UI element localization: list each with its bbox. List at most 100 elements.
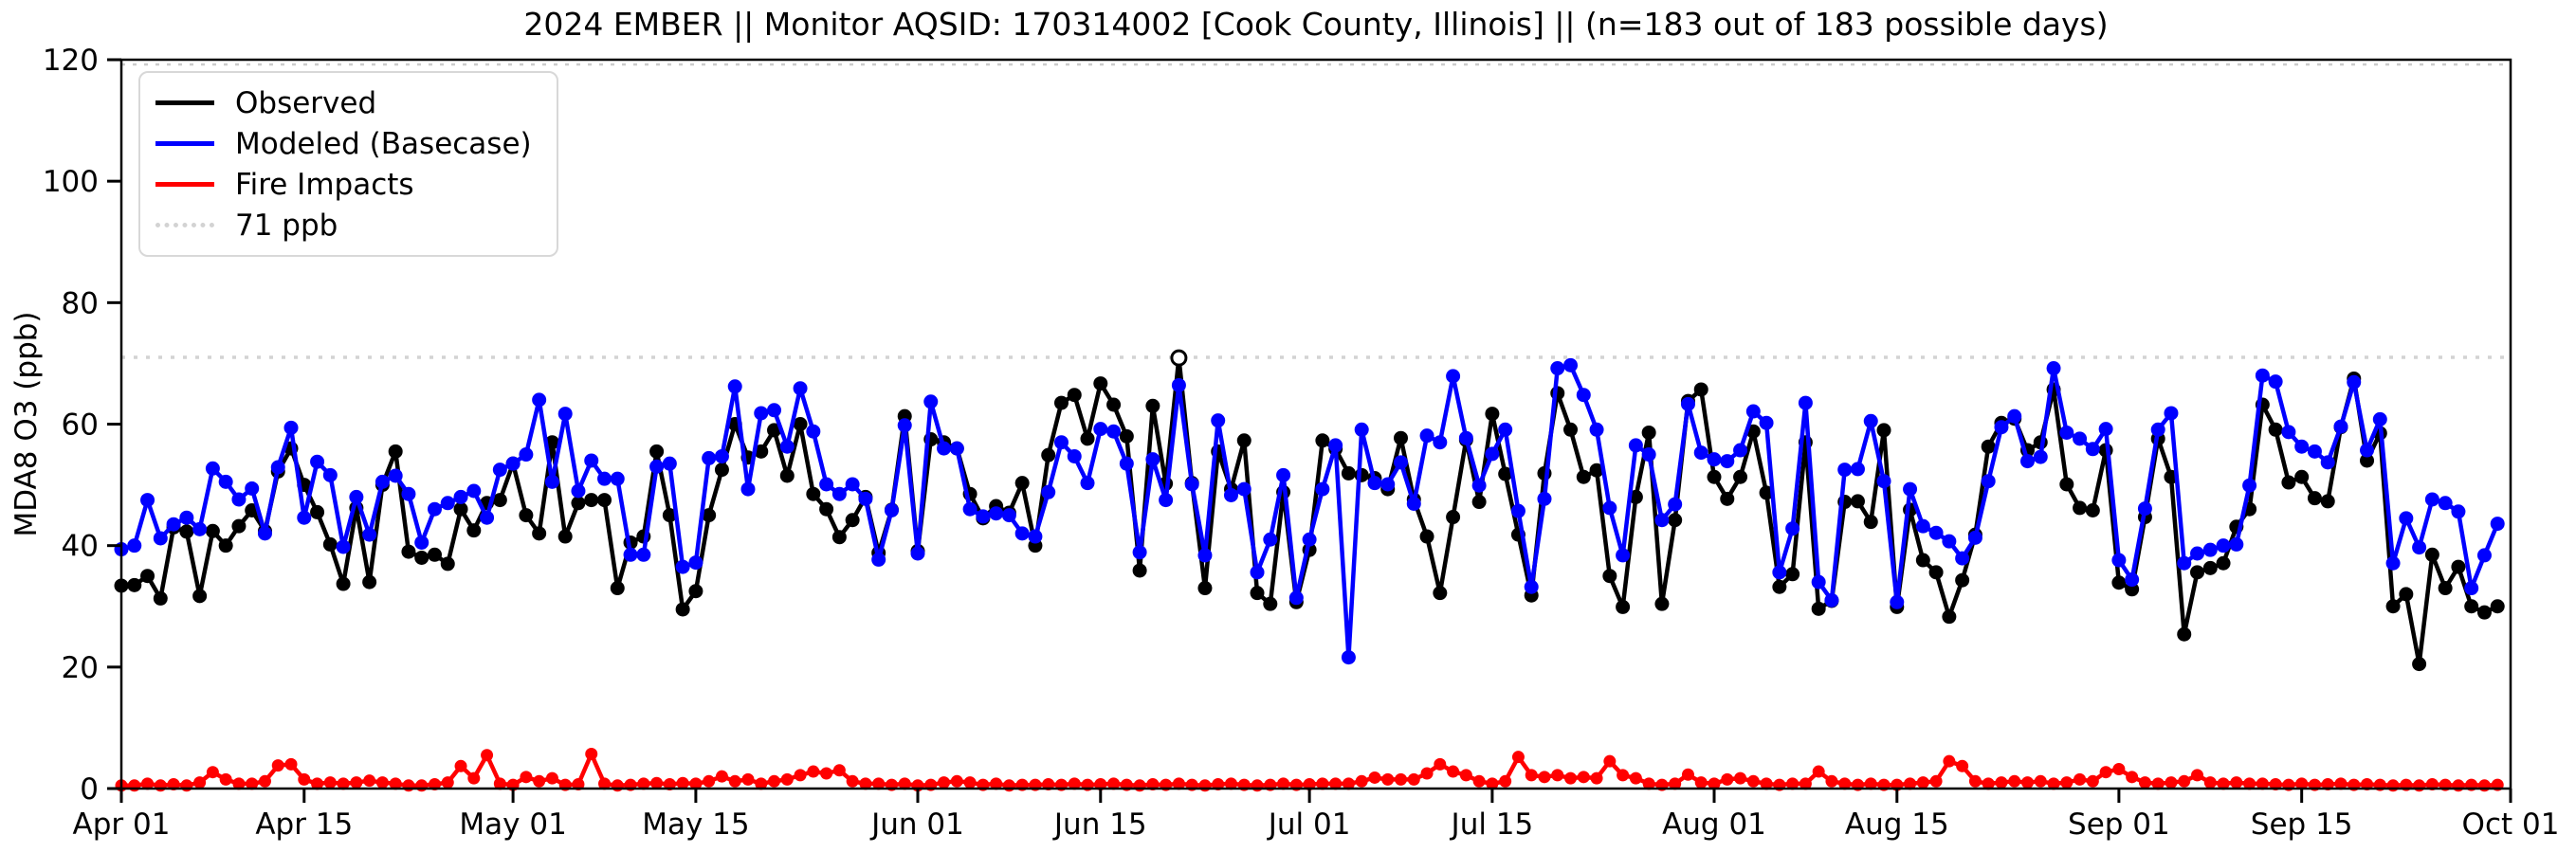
modeled-line-marker <box>597 471 612 486</box>
modeled-line-marker <box>2229 536 2244 552</box>
modeled-line-marker <box>153 531 168 546</box>
modeled-line-marker <box>2268 374 2283 390</box>
observed-line-marker <box>310 504 325 519</box>
fire-impacts-line-marker <box>481 749 494 762</box>
modeled-line-marker <box>1053 435 1069 450</box>
modeled-line-marker <box>2347 374 2362 390</box>
observed-line-marker <box>179 524 194 539</box>
fire-impacts-line-marker <box>1956 759 1969 772</box>
modeled-line-marker <box>2059 425 2074 440</box>
observed-line-marker <box>1446 510 1461 525</box>
modeled-line-marker <box>231 492 247 507</box>
modeled-line-marker <box>767 403 782 418</box>
observed-line-marker <box>1981 439 1996 454</box>
fire-impacts-line-marker <box>1617 769 1630 782</box>
observed-line-marker <box>2360 453 2375 468</box>
modeled-line-swatch <box>155 141 214 146</box>
modeled-line-marker <box>414 535 429 550</box>
modeled-line-marker <box>702 450 717 465</box>
modeled-line-marker <box>218 474 233 489</box>
modeled-line-marker <box>1955 551 1970 566</box>
fire-impacts-line-marker <box>2256 777 2269 790</box>
observed-line-marker <box>2111 575 2127 590</box>
modeled-line-marker <box>1380 477 1396 492</box>
modeled-line-marker <box>2333 419 2348 434</box>
fire-impacts-line-marker <box>938 776 951 789</box>
fire-impacts-line-marker <box>1681 768 1694 781</box>
fire-impacts-line-marker <box>2060 776 2074 789</box>
modeled-line-marker <box>740 481 756 497</box>
fire-impacts-line-marker <box>832 764 846 777</box>
observed-line-marker <box>1145 398 1160 413</box>
modeled-line-marker <box>2202 542 2218 557</box>
modeled-line-marker <box>2438 496 2453 511</box>
observed-line-marker <box>597 493 612 508</box>
modeled-line-marker <box>1616 548 1631 563</box>
modeled-line-marker <box>388 468 403 483</box>
modeled-line-marker <box>2242 478 2257 493</box>
observed-line-marker <box>831 530 847 545</box>
observed-line-marker <box>1602 569 1617 584</box>
observed-line-marker <box>1067 388 1082 403</box>
fire-impacts-line-marker <box>1251 779 1264 792</box>
modeled-line-marker <box>610 471 625 486</box>
legend-label-modeled: Modeled (Basecase) <box>235 126 532 161</box>
modeled-line-marker <box>2424 492 2439 507</box>
modeled-line-marker <box>1093 422 1108 437</box>
modeled-line-marker <box>779 439 795 454</box>
modeled-line-marker <box>205 461 220 476</box>
modeled-line-marker <box>1132 545 1147 560</box>
fire-impacts-line-marker <box>545 771 558 785</box>
modeled-line-marker <box>492 463 507 478</box>
fire-impacts-line-marker <box>298 772 311 786</box>
fire-impacts-line-marker <box>493 777 506 790</box>
modeled-line-marker <box>1707 452 1722 467</box>
fire-impacts-line-marker <box>1590 771 1603 785</box>
fire-impacts-line-marker <box>2151 777 2165 790</box>
observed-line-marker <box>192 589 208 604</box>
fire-impacts-line-marker <box>2217 777 2230 790</box>
observed-line-marker <box>2125 582 2140 597</box>
modeled-line-marker <box>1602 500 1617 516</box>
x-tick-label: Jun 15 <box>1052 808 1147 842</box>
fire-impacts-line-marker <box>1172 777 1185 790</box>
modeled-line-marker <box>401 486 416 501</box>
fire-impacts-line-marker <box>1472 774 1486 788</box>
fire-impacts-line-marker <box>2047 777 2060 790</box>
modeled-line-marker <box>1745 404 1761 419</box>
modeled-line-marker <box>1067 448 1082 463</box>
observed-line-marker <box>806 486 821 501</box>
y-tick-label: 80 <box>62 286 99 320</box>
observed-line-marker <box>571 496 586 511</box>
fire-impacts-line-marker <box>1511 751 1525 764</box>
fire-impacts-line-marker <box>1133 779 1146 792</box>
fire-impacts-line-marker <box>2203 776 2217 789</box>
observed-line-marker <box>1733 469 1748 484</box>
x-tick-label: Oct 01 <box>2462 808 2560 842</box>
fire-impacts-line-marker <box>2138 776 2151 789</box>
modeled-line-marker <box>166 517 181 532</box>
observed-line-marker <box>1863 515 1878 530</box>
x-tick-label: Sep 15 <box>2251 808 2353 842</box>
modeled-line-marker <box>2464 581 2479 596</box>
fire-impacts-line-marker <box>258 774 271 788</box>
observed-line-marker <box>401 544 416 559</box>
observed-line-marker <box>714 463 729 478</box>
modeled-line-marker <box>1720 454 1735 469</box>
x-tick-label: May 15 <box>642 808 749 842</box>
fire-impacts-line-marker <box>1968 774 1982 788</box>
fire-impacts-line-marker <box>1760 777 1773 790</box>
fire-impacts-line-marker <box>820 767 833 780</box>
modeled-line-marker <box>754 406 769 421</box>
observed-line-marker <box>1014 476 1030 491</box>
observed-line-marker <box>205 523 220 538</box>
fire-impacts-line-marker <box>337 777 350 790</box>
x-tick-label: Apr 15 <box>255 808 353 842</box>
fire-impacts-line-marker <box>1786 777 1800 790</box>
legend-item-refline: 71 ppb <box>155 205 532 245</box>
fire-impacts-line-marker <box>2165 776 2178 789</box>
modeled-line-marker <box>297 510 312 525</box>
modeled-line-marker <box>1668 497 1683 512</box>
x-tick-label: May 01 <box>459 808 566 842</box>
observed-line-marker <box>1628 489 1643 504</box>
